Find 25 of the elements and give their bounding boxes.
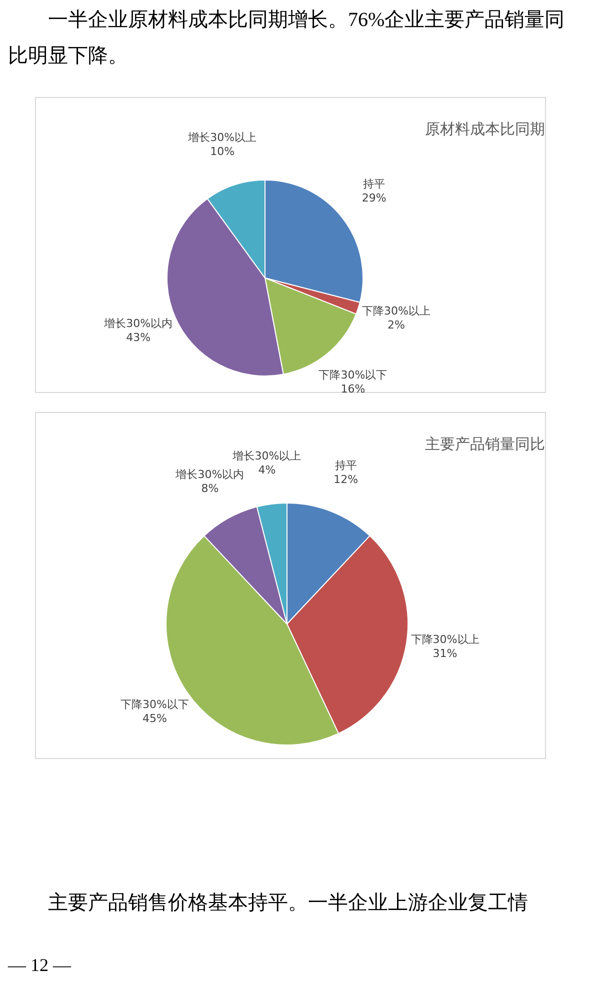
data-label: 16%	[340, 382, 366, 396]
data-label: 8%	[201, 482, 219, 495]
slice-label: 持平	[334, 459, 357, 472]
data-label: 12%	[334, 473, 358, 486]
slice-label: 增长30%以上	[232, 449, 302, 462]
text: — 12 —	[8, 955, 71, 976]
slice-label: 持平	[363, 177, 386, 190]
text: 原材料成本比同期	[425, 120, 545, 138]
data-label: 43%	[126, 330, 151, 344]
data-label: 4%	[258, 463, 276, 476]
chart-title: 主要产品销量同比	[425, 435, 545, 453]
slice-label: 增长30%以内	[103, 316, 173, 330]
slice-label: 下降30%以上	[362, 304, 430, 318]
text: 一半企业原材料成本比同期增长。76%企业主要产品销量同比明显下降。	[8, 8, 566, 69]
data-label: 2%	[388, 318, 405, 332]
text: 主要产品销售价格基本持平。一半企业上游企业复工情	[47, 891, 529, 916]
slice-label: 下降30%以上	[410, 633, 480, 646]
data-label: 31%	[432, 647, 458, 660]
slice-label: 下降30%以下	[318, 368, 388, 382]
data-label: 10%	[210, 144, 235, 158]
slice-label: 增长30%以上	[187, 130, 257, 144]
data-label: 29%	[362, 191, 386, 204]
slice-label: 增长30%以内	[174, 468, 244, 481]
data-label: 45%	[142, 712, 167, 725]
slice-label: 下降30%以下	[120, 698, 189, 711]
